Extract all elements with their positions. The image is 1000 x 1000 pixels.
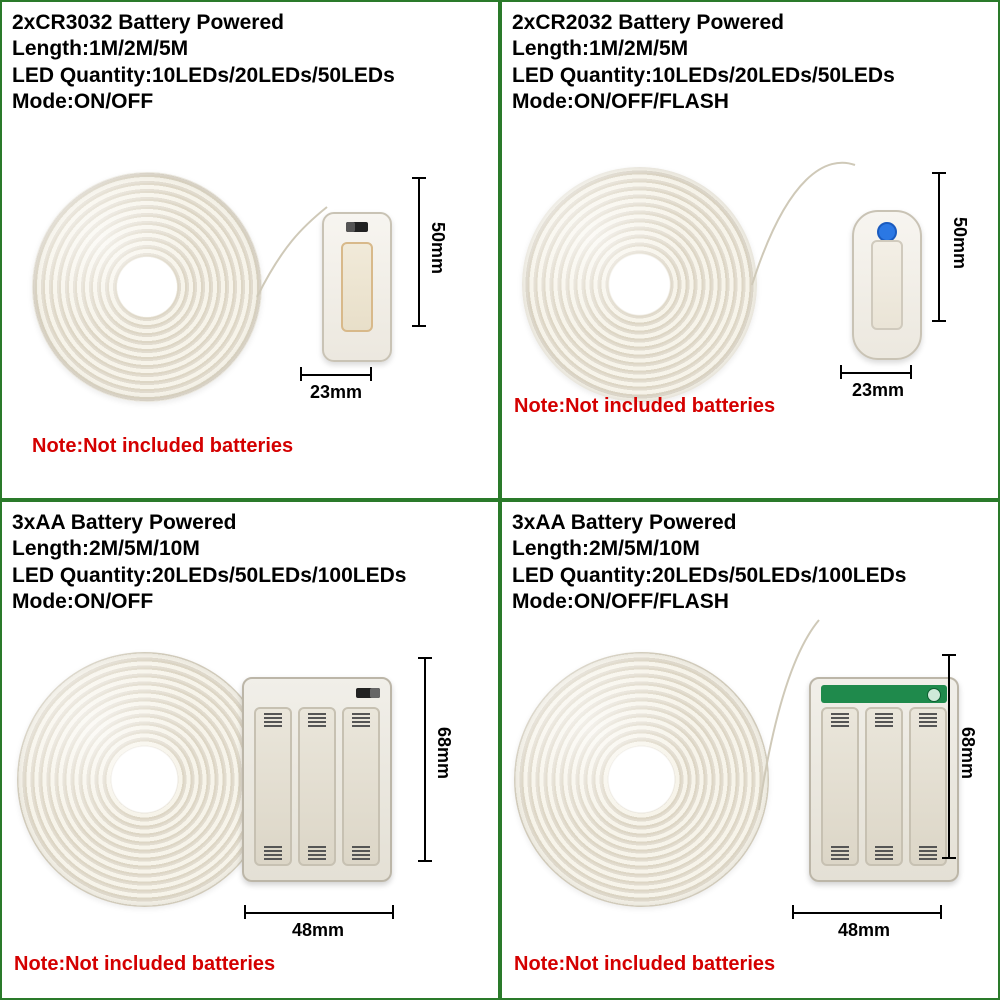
spec-mode: Mode:ON/OFF/FLASH	[512, 89, 895, 115]
dim-tick	[370, 367, 372, 381]
dim-tick	[244, 905, 246, 919]
pcb-strip	[821, 685, 947, 703]
dim-line-v	[938, 172, 940, 322]
dim-width: 23mm	[852, 380, 904, 401]
battery-case-cr2032-flash	[852, 210, 922, 360]
battery-bay	[342, 707, 380, 866]
slide-switch	[356, 688, 380, 698]
note-no-batteries: Note:Not included batteries	[514, 953, 775, 976]
battery-case-cr2032	[322, 212, 392, 362]
dim-tick	[418, 860, 432, 862]
spec-leds: LED Quantity:20LEDs/50LEDs/100LEDs	[12, 563, 406, 589]
dim-line-v	[948, 654, 950, 859]
wire-coil	[17, 652, 272, 907]
note-no-batteries: Note:Not included batteries	[514, 395, 775, 418]
spec-battery: 3xAA Battery Powered	[512, 510, 906, 536]
note-no-batteries: Note:Not included batteries	[14, 953, 275, 976]
dim-height: 50mm	[949, 217, 970, 269]
spec-battery: 2xCR2032 Battery Powered	[512, 10, 895, 36]
note-no-batteries: Note:Not included batteries	[32, 435, 293, 458]
product-visual	[17, 652, 392, 907]
battery-case-aa	[242, 677, 392, 882]
lead-wire	[252, 187, 332, 387]
spec-leds: LED Quantity:10LEDs/20LEDs/50LEDs	[12, 63, 395, 89]
spec-length: Length:1M/2M/5M	[12, 36, 395, 62]
product-visual	[32, 172, 392, 402]
dim-height: 68mm	[957, 727, 978, 779]
battery-bay	[298, 707, 336, 866]
spec-leds: LED Quantity:20LEDs/50LEDs/100LEDs	[512, 563, 906, 589]
wire-coil	[514, 652, 769, 907]
product-visual	[514, 652, 959, 907]
dim-tick	[840, 365, 842, 379]
dim-line-h	[792, 912, 942, 914]
wire-coil	[32, 172, 262, 402]
spec-block: 3xAA Battery Powered Length:2M/5M/10M LE…	[512, 510, 906, 615]
dim-tick	[300, 367, 302, 381]
spec-length: Length:1M/2M/5M	[512, 36, 895, 62]
spec-battery: 3xAA Battery Powered	[12, 510, 406, 536]
panel-3aa-flash: 3xAA Battery Powered Length:2M/5M/10M LE…	[500, 500, 1000, 1000]
dim-tick	[418, 657, 432, 659]
slide-switch	[346, 222, 368, 232]
dim-line-h	[300, 374, 372, 376]
dim-line-v	[418, 177, 420, 327]
spec-block: 2xCR2032 Battery Powered Length:1M/2M/5M…	[512, 10, 895, 115]
battery-slot	[871, 240, 903, 330]
spec-block: 3xAA Battery Powered Length:2M/5M/10M LE…	[12, 510, 406, 615]
spec-battery: 2xCR3032 Battery Powered	[12, 10, 395, 36]
wire-coil	[522, 167, 757, 402]
spec-mode: Mode:ON/OFF/FLASH	[512, 589, 906, 615]
battery-case-aa-flash	[809, 677, 959, 882]
dim-tick	[940, 905, 942, 919]
dim-width: 23mm	[310, 382, 362, 403]
dim-tick	[942, 654, 956, 656]
spec-mode: Mode:ON/OFF	[12, 89, 395, 115]
push-button	[877, 222, 897, 242]
dim-tick	[910, 365, 912, 379]
dim-tick	[412, 325, 426, 327]
case-topbar	[254, 685, 380, 701]
dim-line-v	[424, 657, 426, 862]
dim-line-h	[244, 912, 394, 914]
product-grid: 2xCR3032 Battery Powered Length:1M/2M/5M…	[0, 0, 1000, 1000]
spec-leds: LED Quantity:10LEDs/20LEDs/50LEDs	[512, 63, 895, 89]
dim-tick	[942, 857, 956, 859]
battery-slot	[341, 242, 373, 332]
battery-bay	[865, 707, 903, 866]
spec-mode: Mode:ON/OFF	[12, 589, 406, 615]
dim-line-h	[840, 372, 912, 374]
battery-bay	[909, 707, 947, 866]
dim-tick	[392, 905, 394, 919]
dim-tick	[412, 177, 426, 179]
battery-bay	[821, 707, 859, 866]
dim-width: 48mm	[292, 920, 344, 941]
dim-tick	[792, 905, 794, 919]
spec-block: 2xCR3032 Battery Powered Length:1M/2M/5M…	[12, 10, 395, 115]
lead-wire	[747, 135, 857, 335]
panel-cr3032-onoff: 2xCR3032 Battery Powered Length:1M/2M/5M…	[0, 0, 500, 500]
battery-bay	[254, 707, 292, 866]
dim-tick	[932, 320, 946, 322]
dim-height: 68mm	[433, 727, 454, 779]
dim-width: 48mm	[838, 920, 890, 941]
product-visual	[522, 167, 922, 402]
spec-length: Length:2M/5M/10M	[12, 536, 406, 562]
spec-length: Length:2M/5M/10M	[512, 536, 906, 562]
dim-height: 50mm	[427, 222, 448, 274]
panel-cr2032-flash: 2xCR2032 Battery Powered Length:1M/2M/5M…	[500, 0, 1000, 500]
dim-tick	[932, 172, 946, 174]
panel-3aa-onoff: 3xAA Battery Powered Length:2M/5M/10M LE…	[0, 500, 500, 1000]
